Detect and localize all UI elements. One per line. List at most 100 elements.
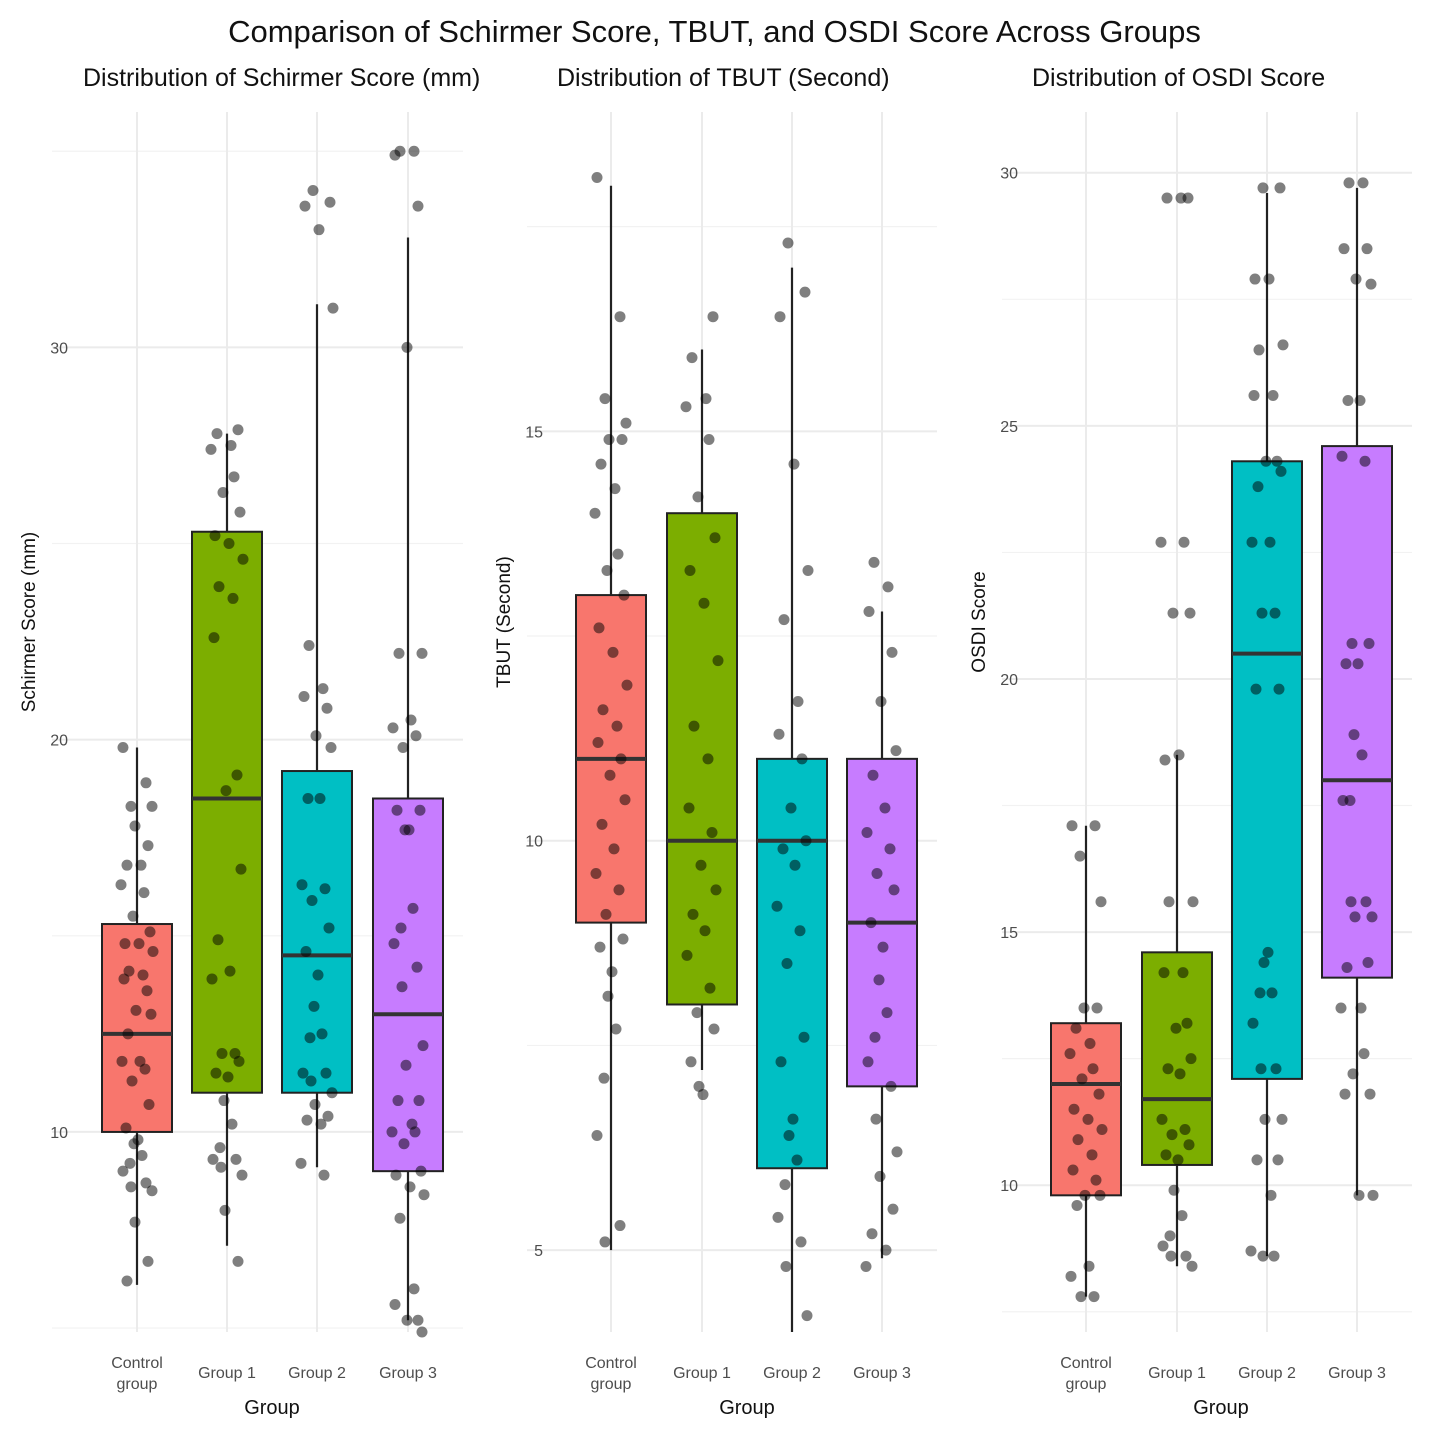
data-point xyxy=(1087,1063,1099,1075)
x-tick-label: Control xyxy=(1060,1355,1112,1372)
x-tick-label: group xyxy=(117,1376,158,1393)
data-point xyxy=(1358,1048,1370,1060)
data-point xyxy=(700,393,712,405)
data-point xyxy=(1088,1291,1100,1303)
data-point xyxy=(134,1055,146,1067)
chart-main-title: Comparison of Schirmer Score, TBUT, and … xyxy=(228,14,1201,49)
data-point xyxy=(1071,1199,1083,1211)
data-point xyxy=(874,1170,886,1182)
box-control-group xyxy=(101,923,173,1133)
data-point xyxy=(887,1203,899,1215)
data-point xyxy=(216,1047,228,1059)
data-point xyxy=(1277,339,1289,351)
data-point xyxy=(389,1299,401,1311)
y-axis-label: TBUT (Second) xyxy=(494,556,515,688)
data-point xyxy=(1362,956,1374,968)
data-point xyxy=(615,753,627,765)
data-point xyxy=(1262,946,1274,958)
data-point xyxy=(144,926,156,938)
data-point xyxy=(594,941,606,953)
data-point xyxy=(868,556,880,568)
y-tick-label: 10 xyxy=(50,1125,68,1142)
box-group-2 xyxy=(1231,460,1303,1080)
data-point xyxy=(1273,683,1285,695)
data-point xyxy=(1364,1088,1376,1100)
data-point xyxy=(869,1031,881,1043)
data-point xyxy=(138,887,150,899)
data-point xyxy=(401,341,413,353)
data-point xyxy=(1158,967,1170,979)
data-point xyxy=(1074,850,1086,862)
data-point xyxy=(596,818,608,830)
data-point xyxy=(315,1118,327,1130)
data-point xyxy=(1064,1048,1076,1060)
data-point xyxy=(1186,1260,1198,1272)
data-point xyxy=(1363,638,1375,650)
data-point xyxy=(310,730,322,742)
x-axis-label: Group xyxy=(244,1397,300,1419)
data-point xyxy=(1350,273,1362,285)
x-tick-label: Group 3 xyxy=(379,1365,437,1382)
data-point xyxy=(416,647,428,659)
data-point xyxy=(1078,1002,1090,1014)
data-point xyxy=(327,302,339,314)
data-point xyxy=(866,1228,878,1240)
data-point xyxy=(1170,1022,1182,1034)
data-point xyxy=(882,581,894,593)
data-point xyxy=(592,736,604,748)
data-point xyxy=(685,1056,697,1068)
data-point xyxy=(297,1067,309,1079)
data-point xyxy=(1076,1073,1088,1085)
data-point xyxy=(783,1129,795,1141)
data-point xyxy=(295,1157,307,1169)
data-point xyxy=(396,981,408,993)
data-point xyxy=(798,1031,810,1043)
data-point xyxy=(1248,389,1260,401)
data-point xyxy=(127,910,139,922)
data-point xyxy=(1094,1189,1106,1201)
data-point xyxy=(1268,1250,1280,1262)
data-point xyxy=(1068,1103,1080,1115)
data-point xyxy=(860,1260,872,1272)
data-point xyxy=(1166,1129,1178,1141)
data-point xyxy=(890,745,902,757)
data-point xyxy=(224,965,236,977)
data-point xyxy=(415,1165,427,1177)
y-tick-label: 10 xyxy=(525,834,543,851)
data-point xyxy=(593,622,605,634)
data-point xyxy=(802,565,814,577)
x-tick-label: Control xyxy=(585,1355,637,1372)
data-point xyxy=(1354,395,1366,407)
data-point xyxy=(325,741,337,753)
data-point xyxy=(606,966,618,978)
data-point xyxy=(232,1255,244,1267)
data-point xyxy=(801,1310,813,1322)
data-point xyxy=(140,777,152,789)
data-point xyxy=(236,1169,248,1181)
data-point xyxy=(413,1095,425,1107)
data-point xyxy=(1352,658,1364,670)
data-point xyxy=(1339,1088,1351,1100)
x-tick-label: group xyxy=(591,1376,632,1393)
box-group-1 xyxy=(666,512,738,1006)
data-point xyxy=(414,804,426,816)
data-point xyxy=(888,884,900,896)
data-point xyxy=(230,1153,242,1165)
data-point xyxy=(1343,177,1355,189)
data-point xyxy=(780,1260,792,1272)
data-point xyxy=(680,401,692,413)
data-point xyxy=(1347,1068,1359,1080)
x-tick-label: Group 2 xyxy=(288,1365,346,1382)
data-point xyxy=(1157,1240,1169,1252)
data-point xyxy=(1355,1002,1367,1014)
data-point xyxy=(775,1056,787,1068)
data-point xyxy=(1357,177,1369,189)
data-point xyxy=(1177,967,1189,979)
data-point xyxy=(1093,1088,1105,1100)
box-group-3 xyxy=(1321,445,1393,979)
data-point xyxy=(799,286,811,298)
data-point xyxy=(133,938,145,950)
data-point xyxy=(1367,1189,1379,1201)
data-point xyxy=(208,632,220,644)
data-point xyxy=(1168,1184,1180,1196)
